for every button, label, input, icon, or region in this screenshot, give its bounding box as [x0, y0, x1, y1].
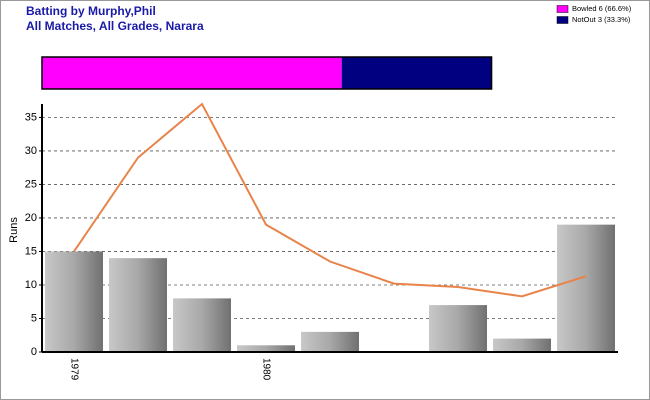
- proportion-segment: [42, 57, 342, 89]
- legend-swatch: [556, 16, 569, 24]
- y-tick-label: 0: [31, 346, 37, 358]
- bar: [109, 258, 167, 352]
- y-tick-label: 10: [25, 279, 37, 291]
- y-tick-label: 15: [25, 245, 37, 257]
- legend-swatch: [556, 5, 569, 13]
- y-tick-label: 35: [25, 111, 37, 123]
- x-tick-label: 1980: [260, 358, 271, 381]
- legend-label: NotOut 3 (33.3%): [572, 15, 631, 24]
- bar: [237, 345, 295, 352]
- line: [73, 102, 587, 298]
- bar: [493, 338, 551, 352]
- chart-title: Batting by Murphy,Phil: [26, 4, 156, 18]
- y-axis-label: Runs: [8, 217, 20, 243]
- y-tick-label: 20: [25, 212, 37, 224]
- bar: [429, 305, 487, 352]
- chart-subtitle: All Matches, All Grades, Narara: [26, 19, 204, 33]
- y-tick-label: 5: [31, 312, 37, 324]
- bar: [557, 224, 615, 352]
- bar: [301, 331, 359, 352]
- proportion-segment: [341, 57, 492, 89]
- legend-label: Bowled 6 (66.6%): [572, 4, 632, 13]
- bar: [173, 298, 231, 352]
- x-tick-label: 1979: [68, 358, 79, 381]
- proportion-outline: [41, 56, 493, 90]
- y-tick-label: 30: [25, 145, 37, 157]
- y-tick-label: 25: [25, 178, 37, 190]
- bar: [45, 251, 103, 352]
